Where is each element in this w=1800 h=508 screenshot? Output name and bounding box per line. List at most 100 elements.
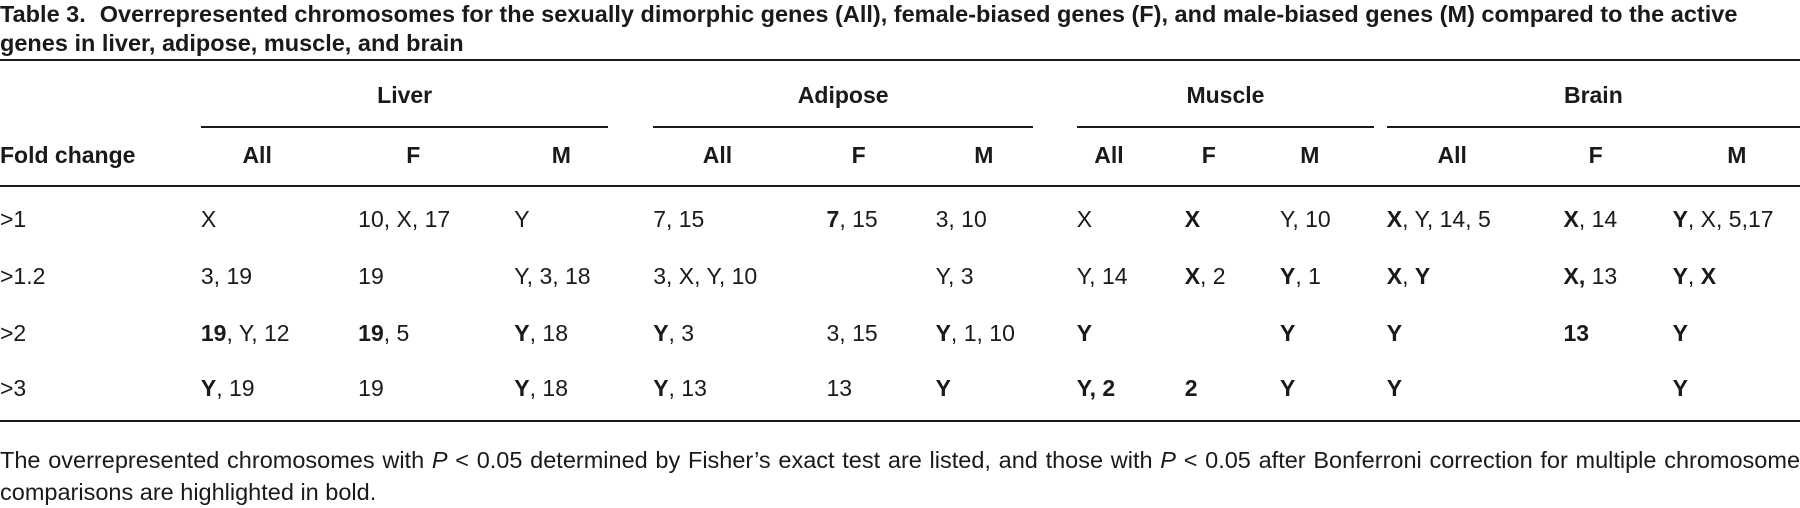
cell-text: , 1, 10	[950, 319, 1015, 346]
column-header: M	[1300, 141, 1320, 168]
group-header: Muscle	[1186, 82, 1265, 109]
table-cell: Y, 19	[201, 374, 255, 402]
table-cell: Y	[1387, 374, 1402, 402]
footnote-text: P	[1160, 447, 1176, 473]
table-cell: X, 2	[1185, 262, 1226, 290]
cell-text: Y, 3, 18	[514, 262, 591, 289]
cell-text: , 1	[1295, 262, 1321, 289]
table-cell: Y, 14	[1077, 262, 1128, 290]
cell-text: , 19	[216, 375, 255, 401]
cell-text: 7	[826, 206, 840, 233]
cell-text: 2	[1184, 375, 1198, 401]
table-cell: 19, Y, 12	[201, 319, 290, 347]
table-cell: Y	[1673, 319, 1688, 347]
column-header: M	[1727, 141, 1747, 168]
cell-text: Y	[514, 319, 530, 346]
column-header: M	[551, 141, 571, 168]
bottom-rule	[0, 420, 1800, 422]
table-cell: X, Y	[1387, 262, 1430, 290]
cell-text: X,	[1563, 262, 1586, 289]
table-cell: Y, X, 5,17	[1673, 205, 1774, 233]
top-rule	[0, 59, 1800, 61]
table-cell: Y, 3, 18	[514, 262, 590, 290]
cell-text: 3, 10	[935, 206, 987, 233]
cell-text: , 15	[839, 206, 878, 233]
cell-text: 19	[200, 319, 227, 346]
table-cell: Y, 1, 10	[936, 319, 1015, 347]
cell-text: Y	[1672, 262, 1688, 289]
cell-text: X	[1386, 262, 1403, 289]
table-cell: Y	[936, 374, 951, 402]
table-cell: X, 14	[1564, 205, 1618, 233]
column-header: M	[974, 141, 994, 168]
title-text: Overrepresented chromosomes for the sexu…	[0, 1, 1738, 56]
table-cell: Y, X	[1673, 262, 1716, 290]
cell-text: Y	[1279, 262, 1296, 289]
table-cell: X	[1077, 205, 1092, 233]
table-cell: Y, 3	[653, 319, 694, 347]
table-cell: Y	[1280, 319, 1295, 347]
footnote-text: < 0.05 determined by Fisher’s exact test…	[447, 447, 1161, 473]
table-cell: Y, 18	[514, 374, 568, 402]
cell-text: Y, 3	[935, 262, 974, 289]
cell-text: 13	[1585, 262, 1618, 289]
column-header: F	[406, 141, 421, 168]
group-header: Brain	[1563, 82, 1623, 109]
cell-text: , 18	[529, 319, 568, 346]
cell-text: 3, 15	[826, 319, 878, 346]
table-cell: 19	[358, 262, 384, 290]
column-header: All	[1094, 141, 1124, 168]
cell-text: X	[1386, 206, 1403, 233]
table-cell: 13	[1564, 319, 1590, 347]
group-header: Liver	[377, 82, 433, 109]
cell-text: 3, 19	[200, 262, 253, 289]
cell-text: Y	[653, 375, 669, 401]
cell-text: Y	[514, 206, 530, 233]
cell-text: X	[200, 206, 217, 233]
cell-text: ,	[1687, 262, 1701, 289]
table-cell: X, 13	[1564, 262, 1618, 290]
row-label: >2	[0, 319, 27, 346]
cell-text: 10, X, 17	[358, 206, 451, 233]
table-cell: Y	[1280, 374, 1295, 402]
table-cell: Y	[514, 205, 529, 233]
table-cell: Y, 10	[1280, 205, 1331, 233]
cell-text: Y, 10	[1279, 206, 1331, 233]
footnote-text: The overrepresented chromosomes with	[0, 447, 432, 473]
table-cell: X	[201, 205, 216, 233]
table-cell: X, Y, 14, 5	[1387, 205, 1491, 233]
cell-text: 13	[1563, 319, 1590, 346]
cell-text: Y	[1279, 319, 1296, 346]
cell-text: , 3	[668, 319, 695, 346]
table-cell: 10, X, 17	[358, 205, 450, 233]
cell-text: Y	[935, 375, 951, 401]
column-header: F	[1588, 141, 1603, 168]
column-header: F	[851, 141, 866, 168]
table-title: Table 3. Overrepresented chromosomes for …	[0, 0, 1800, 58]
footnote: The overrepresented chromosomes with P <…	[0, 444, 1800, 508]
table-cell: Y	[1387, 319, 1402, 347]
footnote-text: < 0.05 after Bonferroni correction for m…	[0, 447, 1800, 505]
title-label: Table 3.	[0, 1, 86, 27]
table-cell: 19	[358, 374, 384, 402]
table-cell: Y, 13	[653, 374, 707, 402]
cell-text: 19	[358, 375, 384, 401]
column-header: All	[702, 141, 733, 168]
table-cell: Y	[1673, 374, 1688, 402]
table-cell: 3, 10	[936, 205, 987, 233]
table-cell: Y, 3	[936, 262, 974, 290]
cell-text: X	[1184, 206, 1201, 233]
table-cell: 19, 5	[358, 319, 409, 347]
cell-text: Y	[1386, 319, 1403, 346]
group-rule	[200, 126, 609, 129]
cell-text: 19	[358, 262, 384, 289]
row-label: >1	[0, 206, 27, 233]
cell-text: X	[1184, 262, 1201, 289]
cell-text: Y	[1672, 375, 1688, 401]
cell-text: , 14	[1578, 206, 1618, 233]
cell-text: ,	[1402, 262, 1415, 289]
row-label: >3	[0, 375, 27, 401]
cell-text: Y, 14	[1076, 262, 1128, 289]
group-rule	[1386, 126, 1800, 129]
